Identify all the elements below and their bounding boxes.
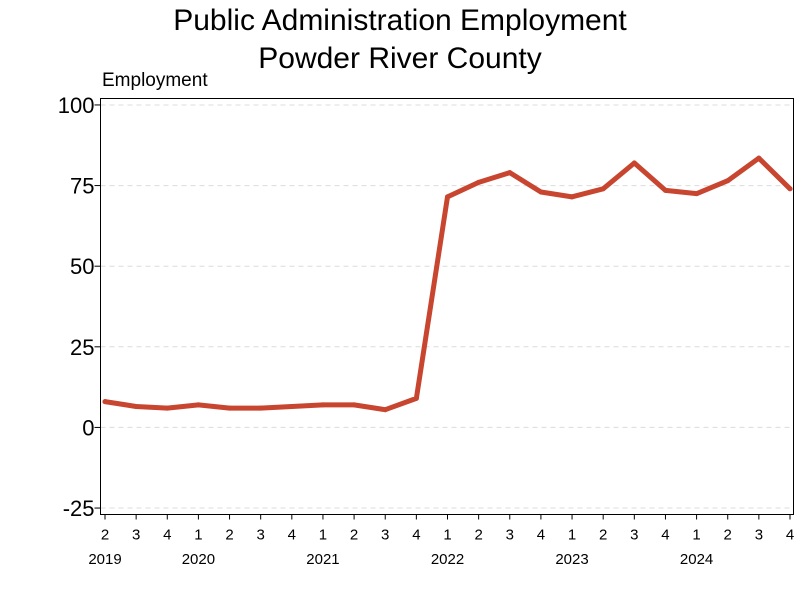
x-tick-label: 2 (474, 527, 482, 544)
data-point (600, 186, 606, 192)
x-tick-label: 4 (537, 527, 545, 544)
data-point (476, 179, 482, 185)
grid-lines (100, 104, 794, 509)
data-point (507, 170, 513, 176)
x-tick-label: 3 (506, 527, 514, 544)
year-label: 2024 (680, 551, 713, 568)
year-label: 2023 (555, 551, 588, 568)
x-tick-label: 1 (692, 527, 700, 544)
data-point (631, 160, 637, 166)
x-tick-label: 2 (350, 527, 358, 544)
chart-title-line-1: Public Administration Employment (173, 4, 627, 37)
data-point (445, 194, 450, 200)
year-label: 2019 (88, 551, 121, 568)
data-point (725, 178, 731, 184)
data-point (569, 194, 575, 200)
data-point (787, 186, 793, 192)
year-label: 2020 (182, 551, 215, 568)
chart-title-line-2: Powder River County (258, 42, 541, 75)
x-tick-label: 3 (132, 527, 140, 544)
plot-frame (100, 98, 794, 515)
year-label: 2022 (431, 551, 464, 568)
x-tick-label: 1 (568, 527, 576, 544)
y-tick-label: 25 (70, 335, 94, 360)
x-tick-label: 1 (194, 527, 202, 544)
data-point (351, 402, 357, 408)
x-tick-label: 1 (319, 527, 327, 544)
x-tick-label: 3 (257, 527, 265, 544)
year-labels: 2019 2020 2021 2022 2023 2024 (88, 551, 713, 568)
y-tick-label: 75 (70, 174, 94, 199)
y-tick-label: -25 (63, 496, 95, 521)
x-tick-label: 3 (381, 527, 389, 544)
data-point (756, 155, 762, 161)
data-point (102, 399, 108, 405)
data-point (258, 405, 264, 411)
data-point (413, 395, 419, 401)
y-tick-label: 100 (58, 93, 95, 118)
data-point (538, 189, 544, 195)
x-tick-label: 4 (412, 527, 420, 544)
x-tick-label: 4 (786, 527, 794, 544)
y-tick-label: 0 (82, 415, 94, 440)
data-point (694, 191, 700, 197)
y-axis-ticks: -25 0 25 50 75 100 (58, 93, 101, 521)
x-tick-label: 1 (443, 527, 451, 544)
x-tick-label: 2 (724, 527, 732, 544)
x-tick-label: 4 (661, 527, 669, 544)
data-point (320, 402, 326, 408)
data-point (227, 405, 233, 411)
x-tick-label: 4 (163, 527, 171, 544)
x-tick-label: 2 (225, 527, 233, 544)
series-group (102, 155, 793, 413)
y-tick-label: 50 (70, 254, 94, 279)
year-label: 2021 (306, 551, 339, 568)
data-point (195, 402, 201, 408)
data-point (289, 403, 295, 409)
x-tick-label: 2 (101, 527, 109, 544)
y-axis-label: Employment (102, 70, 208, 91)
data-point (382, 407, 388, 413)
x-axis-ticks: 2 3 4 1 2 3 4 1 2 3 4 1 2 3 4 1 2 3 4 1 2 3 4 (101, 514, 794, 544)
x-tick-label: 4 (288, 527, 296, 544)
x-tick-label: 3 (630, 527, 638, 544)
data-point (662, 187, 668, 193)
x-tick-label: 3 (755, 527, 763, 544)
data-point (133, 403, 139, 409)
data-point (164, 405, 170, 411)
x-tick-label: 2 (599, 527, 607, 544)
